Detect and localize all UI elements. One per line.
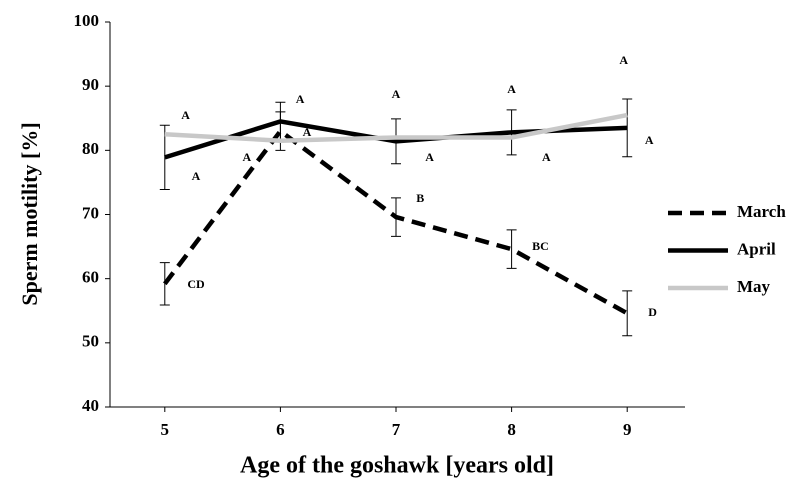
error-bar [622, 98, 633, 158]
error-bar [506, 109, 517, 156]
error-bar [391, 197, 401, 237]
annotation: A [243, 150, 252, 164]
annotation: A [619, 53, 628, 67]
error-bar [159, 262, 170, 306]
series-line [164, 112, 628, 143]
y-tick-label: 70 [82, 203, 99, 222]
x-axis-label: Age of the goshawk [years old] [240, 453, 554, 479]
y-tick-label: 90 [82, 75, 99, 94]
annotation: D [648, 305, 657, 319]
error-bar [506, 229, 517, 269]
annotation: A [296, 92, 305, 106]
annotation: A [392, 87, 401, 101]
annotation: A [645, 133, 654, 147]
annotation: A [507, 82, 516, 96]
annotation: B [416, 191, 424, 205]
x-tick-label: 8 [507, 420, 516, 439]
legend-label: April [737, 239, 776, 258]
x-tick-label: 5 [161, 420, 170, 439]
x-tick-label: 6 [276, 420, 285, 439]
annotation: A [542, 150, 551, 164]
error-bar [622, 290, 633, 337]
y-tick-label: 40 [82, 396, 99, 415]
legend-label: May [737, 277, 771, 296]
annotation: A [303, 125, 312, 139]
annotation: A [192, 169, 201, 183]
x-tick-label: 7 [392, 420, 401, 439]
annotation: CD [187, 277, 205, 291]
y-tick-label: 100 [74, 11, 100, 30]
y-tick-label: 60 [82, 268, 99, 287]
y-axis-label: Sperm motility [%] [17, 122, 42, 305]
x-tick-label: 9 [623, 420, 632, 439]
y-tick-label: 50 [82, 332, 99, 351]
annotation: A [181, 108, 190, 122]
legend-label: March [737, 202, 786, 221]
annotation: BC [532, 239, 549, 253]
y-tick-label: 80 [82, 139, 99, 158]
error-bar [391, 118, 401, 165]
annotation: A [425, 150, 434, 164]
